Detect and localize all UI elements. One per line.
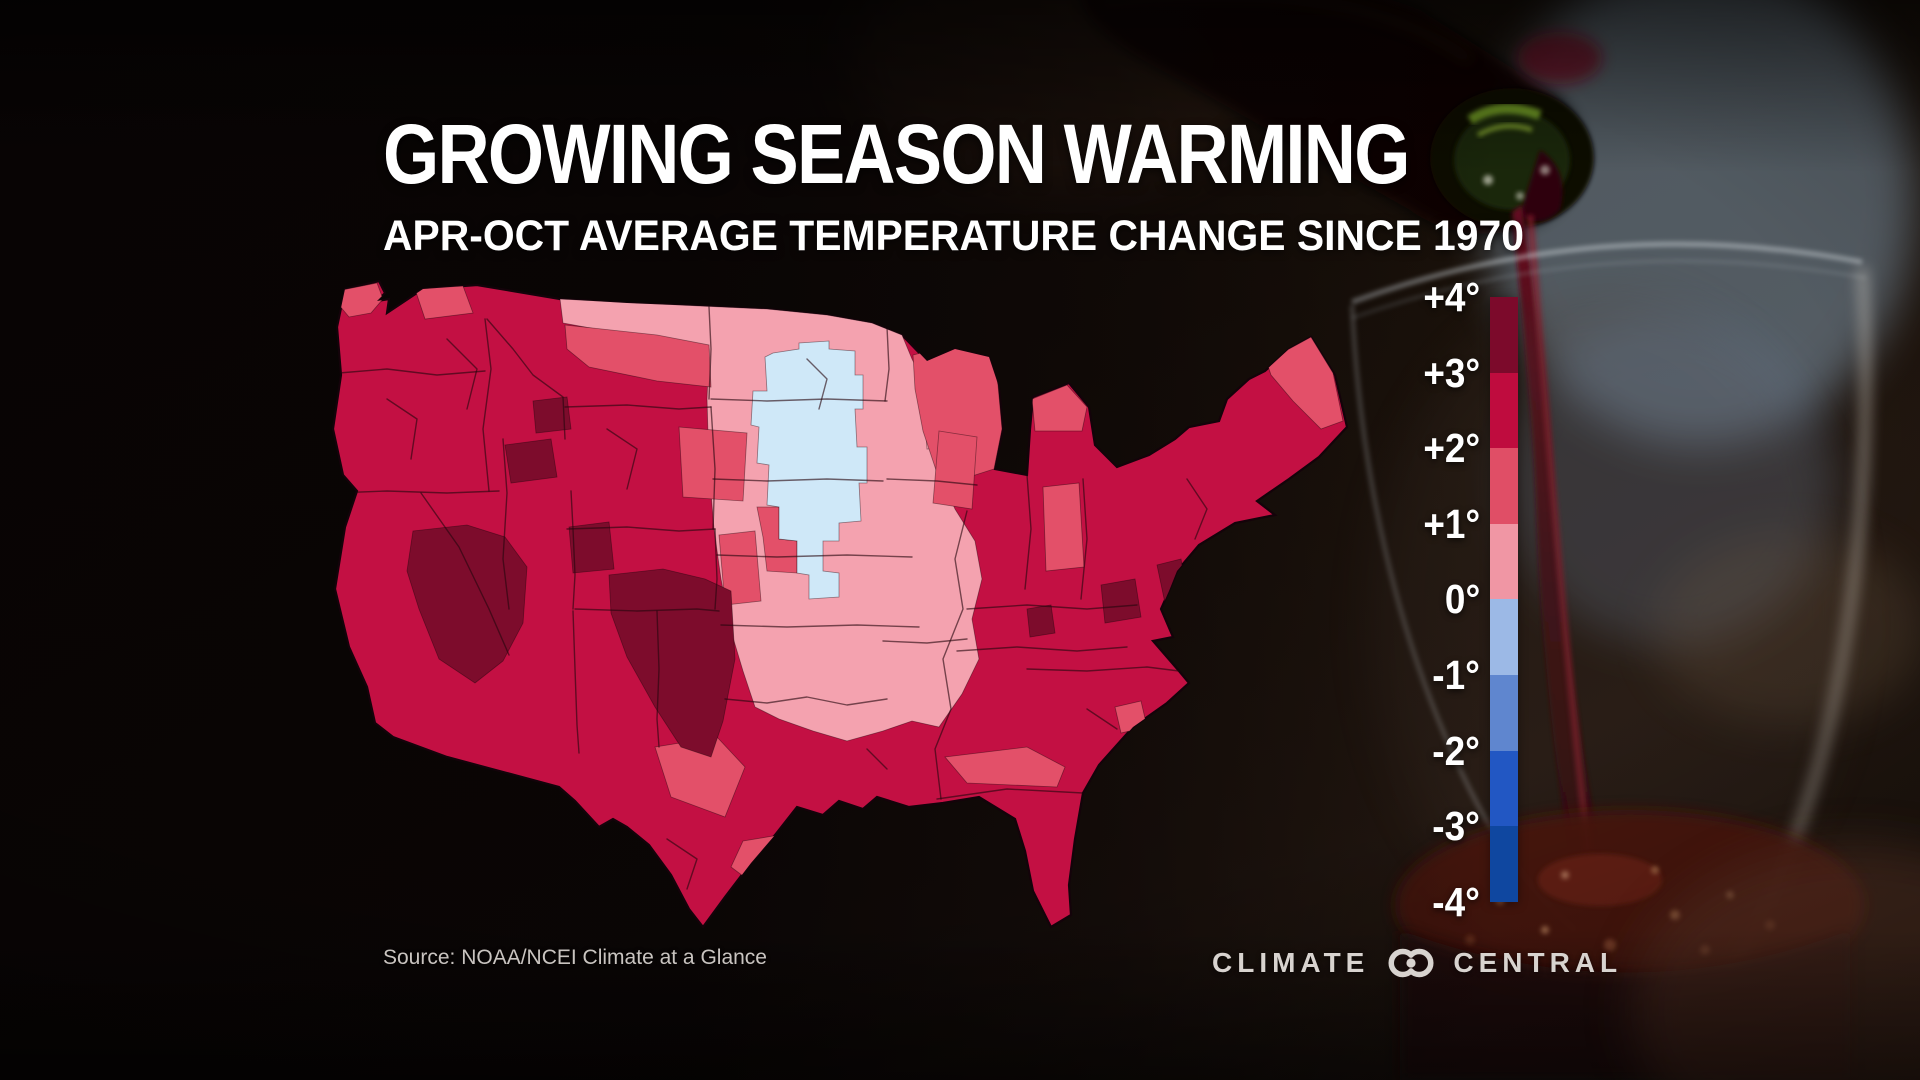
map-region-central-utah	[504, 438, 558, 484]
climate-central-rings-icon	[1388, 948, 1434, 978]
map-class-regions	[336, 282, 1344, 886]
source-attribution: Source: NOAA/NCEI Climate at a Glance	[383, 946, 767, 969]
legend-label-plus1: +1°	[1423, 500, 1480, 547]
map-division-borders	[334, 306, 1208, 890]
legend-label-plus2: +2°	[1423, 425, 1480, 472]
map-region-iowa-minnesota-rose	[932, 430, 978, 510]
map-region-sw-montana	[532, 396, 572, 434]
logo-word-central: CENTRAL	[1453, 947, 1623, 978]
legend-segment-plus2to3	[1490, 372, 1518, 449]
legend-label-zero: 0°	[1444, 576, 1480, 623]
legend-segment-zerotoplus1	[1490, 523, 1518, 600]
map-region-southern-nevada	[406, 524, 528, 684]
legend-label-minus3: -3°	[1432, 803, 1480, 850]
legend-label-minus1: -1°	[1432, 652, 1480, 698]
page-subtitle: APR-OCT AVERAGE TEMPERATURE CHANGE SINCE…	[383, 212, 1584, 261]
map-region-tennessee-dark	[1026, 604, 1056, 638]
legend-label-minus4: -4°	[1432, 878, 1480, 925]
page-title-text: GROWING SEASON WARMING	[383, 107, 1410, 201]
legend-color-bar	[1490, 297, 1518, 902]
legend-label-plus3: +3°	[1423, 349, 1480, 396]
map-region-montana-band	[564, 324, 712, 388]
map-region-appalachia-dark	[1100, 578, 1142, 624]
legend-segment-minus2to3	[1490, 750, 1518, 827]
map-region-ncentral-washington	[414, 285, 474, 320]
logo-word-climate: CLIMATE	[1212, 947, 1370, 978]
page-title: GROWING SEASON WARMING	[383, 112, 1584, 196]
map-region-maine	[1264, 336, 1344, 430]
climate-central-logo: CLIMATE CENTRAL	[1212, 944, 1622, 982]
page-subtitle-text: APR-OCT AVERAGE TEMPERATURE CHANGE SINCE…	[383, 212, 1524, 260]
map-region-south-carolina	[1114, 700, 1148, 734]
map-region-ohio-rose	[1042, 482, 1085, 572]
map-region-kansas-west-rose	[718, 530, 762, 606]
legend-segment-minus1to2	[1490, 674, 1518, 751]
map-region-west-southdakota	[678, 426, 748, 502]
map-region-alabama-georgia-band	[944, 746, 1066, 788]
map-region-north-michigan	[1031, 384, 1088, 432]
legend-label-minus2: -2°	[1432, 727, 1480, 774]
us-climate-division-map	[331, 279, 1349, 929]
legend-segment-zerotominus1	[1490, 599, 1518, 675]
legend-segment-plus3to4	[1490, 297, 1518, 373]
header: GROWING SEASON WARMING APR-OCT AVERAGE T…	[383, 112, 1584, 261]
legend-segment-plus1to2	[1490, 448, 1518, 524]
temperature-legend: +4° +3° +2° +1° 0° -1° -2° -3° -4°	[1392, 253, 1542, 925]
legend-segment-minus3to4	[1490, 826, 1518, 902]
map-region-newmexico-bigbend	[608, 568, 736, 758]
legend-label-plus4: +4°	[1423, 274, 1480, 320]
map-region-west-colorado	[568, 521, 615, 574]
